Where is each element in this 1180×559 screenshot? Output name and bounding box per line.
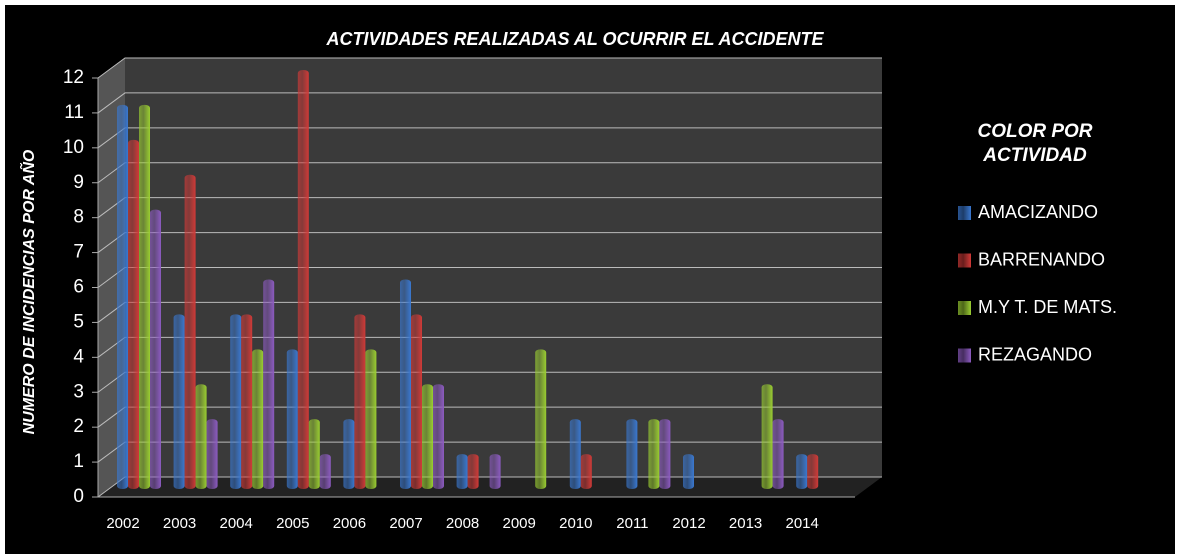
bar	[343, 419, 355, 489]
bar	[807, 454, 819, 489]
bar	[139, 104, 150, 490]
bar	[761, 384, 773, 489]
legend-swatch	[958, 206, 971, 220]
bar	[489, 454, 501, 489]
x-tick-label: 2011	[616, 515, 648, 532]
x-tick-label: 2005	[276, 515, 309, 532]
bar	[286, 349, 298, 489]
bar	[195, 384, 207, 489]
x-tick-label: 2014	[786, 515, 819, 532]
bar	[184, 174, 196, 489]
chart-title: ACTIVIDADES REALIZADAS AL OCURRIR EL ACC…	[325, 29, 824, 49]
bar	[241, 314, 253, 489]
bar	[422, 384, 433, 489]
bar	[433, 384, 444, 489]
bar	[263, 279, 275, 489]
bar	[411, 314, 422, 489]
x-tick-label: 2013	[729, 515, 762, 532]
y-tick-label: 9	[73, 172, 84, 193]
bar	[648, 419, 660, 489]
y-tick-label: 3	[73, 381, 84, 402]
x-tick-label: 2002	[106, 515, 139, 532]
y-tick-label: 6	[73, 277, 84, 298]
y-tick-label: 4	[73, 346, 84, 367]
bar	[400, 279, 411, 489]
y-axis-label: NUMERO DE INCIDENCIAS POR AÑO	[18, 149, 38, 434]
x-tick-label: 2012	[672, 515, 705, 532]
legend-label: M.Y T. DE MATS.	[978, 297, 1117, 317]
grid-line	[97, 57, 882, 79]
y-tick-label: 12	[63, 67, 84, 88]
bar	[796, 454, 808, 489]
bar	[308, 419, 320, 489]
legend-swatch	[958, 253, 971, 268]
bar	[683, 454, 694, 489]
bar	[173, 314, 185, 489]
x-tick-label: 2006	[333, 515, 366, 532]
grid-line	[97, 92, 882, 114]
bar	[252, 349, 264, 489]
y-tick-label: 1	[73, 451, 84, 472]
bar	[365, 349, 377, 489]
legend-title: COLOR POR ACTIVIDAD	[977, 121, 1093, 166]
bar	[128, 139, 139, 490]
bar	[354, 314, 366, 489]
bar	[150, 209, 161, 489]
bar	[456, 454, 468, 489]
legend-label: REZAGANDO	[978, 344, 1092, 364]
bar	[659, 419, 671, 489]
bar	[569, 419, 581, 489]
legend-swatch	[958, 348, 971, 363]
bar	[580, 454, 592, 489]
y-tick-label: 5	[73, 311, 84, 332]
x-tick-label: 2008	[446, 515, 479, 532]
y-tick-label: 7	[73, 242, 84, 263]
y-tick-label: 2	[73, 416, 84, 437]
bar	[772, 419, 784, 489]
y-tick-label: 0	[73, 486, 84, 507]
x-tick-label: 2007	[389, 515, 422, 532]
y-tick-label: 10	[63, 137, 84, 158]
bar	[297, 70, 309, 489]
x-tick-label: 2009	[503, 515, 536, 532]
legend-label: AMACIZANDO	[978, 202, 1098, 222]
x-tick-label: 2004	[220, 515, 253, 532]
bar	[206, 419, 218, 489]
bar	[319, 454, 331, 489]
bar	[626, 419, 638, 489]
bar	[467, 454, 479, 489]
bar	[117, 104, 128, 490]
bar	[535, 349, 547, 489]
y-tick-label: 8	[73, 207, 84, 228]
legend-label: BARRENANDO	[978, 249, 1105, 269]
y-tick-label: 11	[64, 102, 84, 123]
bar	[230, 314, 242, 489]
legend-swatch	[958, 301, 971, 315]
x-tick-label: 2010	[559, 515, 592, 532]
x-tick-label: 2003	[163, 515, 196, 532]
